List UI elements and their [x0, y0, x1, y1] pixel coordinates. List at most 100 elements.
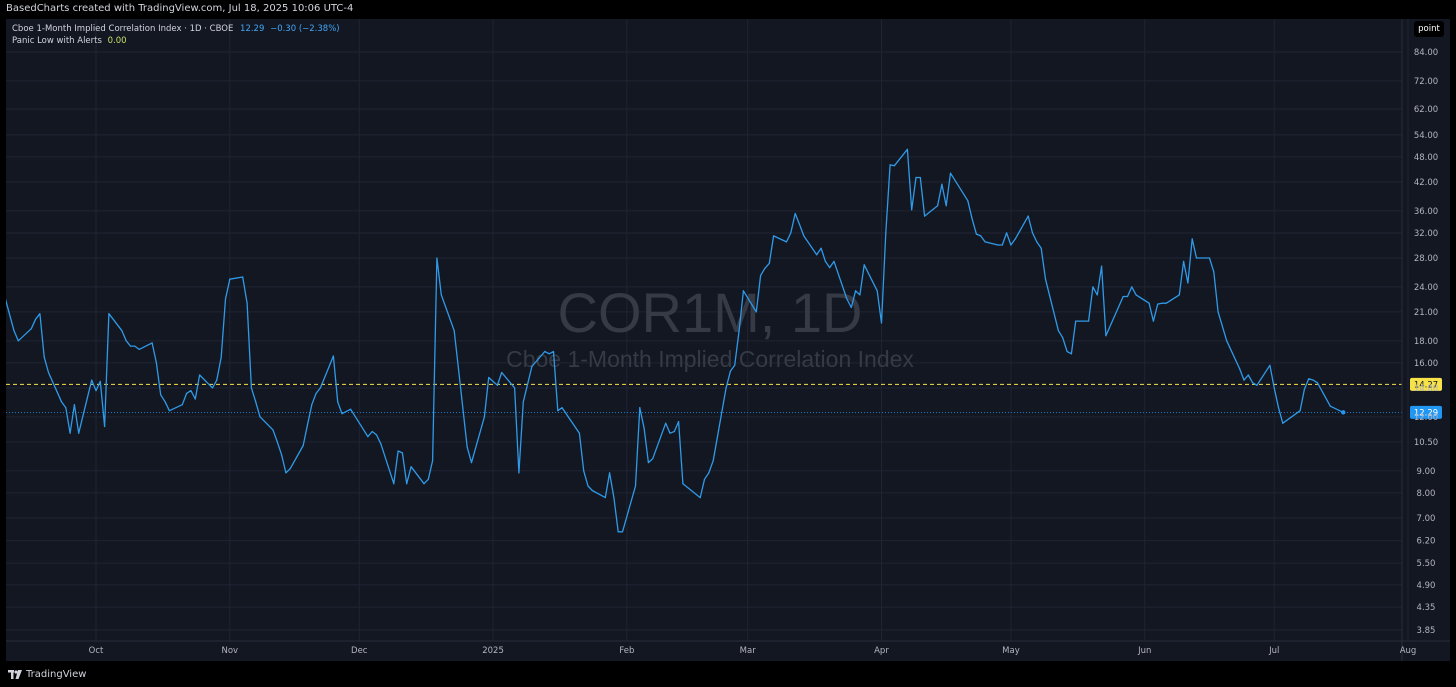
data-point [665, 422, 667, 424]
data-point [1036, 241, 1038, 243]
data-point [311, 404, 313, 406]
y-tick-label: 42.00 [1414, 178, 1438, 188]
data-point [457, 368, 460, 370]
x-tick-label: Jun [1137, 646, 1151, 656]
data-point [151, 342, 153, 344]
data-point [833, 260, 835, 262]
data-point [729, 370, 732, 372]
data-point [522, 401, 524, 403]
x-axis[interactable]: Oct Nov Dec 2025 Feb Mar Apr May Jun Jul Aug [6, 640, 1450, 656]
data-point [764, 267, 766, 269]
data-point [367, 436, 369, 438]
legend-indicator-row[interactable]: Panic Low with Alerts 0.00 [12, 36, 127, 46]
data-point [341, 413, 343, 415]
x-tick-label: Aug [1400, 646, 1417, 656]
data-point [984, 241, 986, 243]
data-point [1247, 374, 1249, 376]
data-point [220, 356, 222, 358]
data-point [734, 364, 736, 366]
data-point [190, 390, 192, 392]
data-point [1101, 265, 1103, 267]
last-price-label: 12.29 [1414, 409, 1438, 419]
data-point [488, 376, 490, 379]
data-point [876, 290, 878, 292]
data-point [997, 244, 999, 246]
y-tick-label: 5.50 [1417, 559, 1436, 569]
data-point [1006, 232, 1008, 234]
data-point [803, 235, 805, 237]
data-point [738, 330, 740, 332]
data-point [272, 429, 274, 431]
watermark-symbol: COR1M, 1D [558, 281, 863, 344]
data-point [229, 278, 231, 280]
data-point [945, 205, 947, 207]
data-point [1040, 247, 1042, 249]
data-point [583, 470, 585, 472]
data-point [1062, 337, 1064, 339]
data-point [470, 462, 473, 464]
data-point [937, 205, 939, 207]
data-point [1152, 320, 1154, 322]
data-point [742, 290, 745, 292]
data-point [95, 390, 97, 392]
data-point [65, 407, 67, 409]
data-point [889, 164, 891, 166]
data-point [1226, 340, 1228, 342]
data-point [557, 410, 559, 412]
bottom-bar: TradingView [0, 663, 1456, 687]
data-point [104, 425, 106, 428]
watermark-description: Cboe 1-Month Implied Correlation Index [506, 346, 914, 372]
data-point [906, 148, 909, 150]
alert-level-label-bg [1410, 377, 1442, 391]
y-tick-label: 24.00 [1414, 283, 1438, 293]
data-point [712, 460, 714, 462]
y-axis[interactable]: 84.00 72.00 62.00 54.00 48.00 42.00 36.00 32.00… [1401, 19, 1438, 661]
data-point [380, 443, 382, 445]
data-point [755, 311, 757, 313]
top-bar: BasedCharts created with TradingView.com… [0, 0, 1456, 18]
data-point [1277, 407, 1280, 409]
data-point [60, 401, 63, 403]
data-point [531, 365, 533, 368]
data-point [211, 387, 214, 389]
data-point [181, 404, 183, 406]
data-point [613, 497, 615, 499]
point-button[interactable]: point [1414, 21, 1444, 37]
data-point [432, 460, 434, 462]
data-point [708, 472, 710, 474]
data-point [224, 298, 227, 300]
tradingview-logo[interactable]: TradingView [8, 669, 86, 680]
data-point [1010, 244, 1012, 246]
data-point [1269, 364, 1271, 366]
data-point [1252, 382, 1254, 384]
created-by-text: BasedCharts created with TradingView.com… [6, 3, 354, 14]
data-point [501, 371, 503, 374]
data-point [518, 472, 520, 474]
y-tick-label: 12.00 [1414, 413, 1438, 423]
data-point [423, 483, 425, 485]
y-tick-label: 48.00 [1414, 153, 1438, 163]
data-point [1105, 335, 1107, 337]
data-point [47, 371, 50, 374]
data-point [919, 176, 921, 179]
chart-area[interactable]: COR1M, 1D Cboe 1-Month Implied Correlati… [6, 19, 1450, 661]
chart-svg[interactable]: COR1M, 1D Cboe 1-Month Implied Correlati… [6, 19, 1450, 661]
legend-change: −0.30 (−2.38%) [270, 24, 340, 34]
data-point [591, 489, 593, 492]
data-point [846, 298, 848, 300]
data-point [69, 432, 71, 434]
data-point [1195, 257, 1198, 259]
data-point [281, 454, 283, 456]
data-point [587, 485, 589, 487]
data-point [17, 340, 19, 342]
data-point [1273, 387, 1275, 389]
data-point [164, 401, 166, 403]
data-point [768, 262, 770, 264]
legend-symbol-row[interactable]: Cboe 1-Month Implied Correlation Index ·… [12, 24, 340, 34]
y-tick-label: 54.00 [1414, 131, 1438, 141]
data-point [108, 313, 110, 315]
data-point [78, 432, 80, 434]
data-point [829, 267, 831, 269]
data-point [643, 427, 645, 429]
data-point [699, 497, 701, 499]
